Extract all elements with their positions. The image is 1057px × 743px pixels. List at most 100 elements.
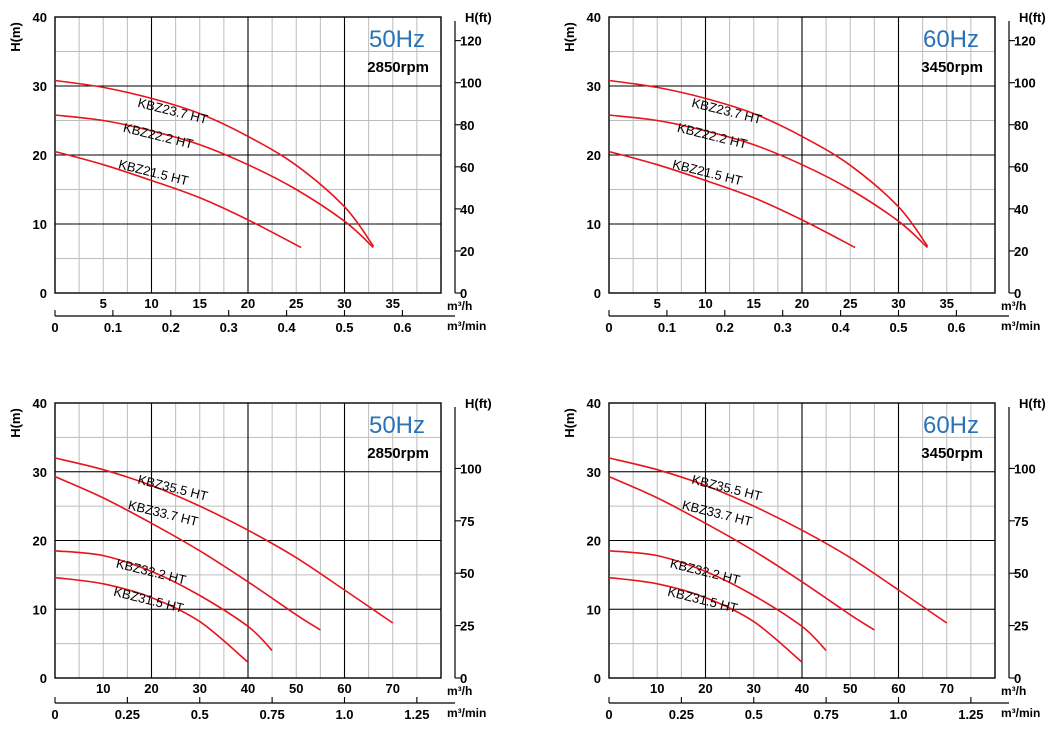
x2-tick-label: 0 — [51, 320, 58, 335]
x-tick-label: 60 — [891, 681, 905, 696]
pump-curve-line — [608, 550, 827, 652]
rpm-label: 2850rpm — [367, 445, 429, 462]
x-tick-label: 30 — [337, 296, 351, 311]
series-label: KBZ23.7 HT — [690, 95, 763, 127]
pump-curve-line — [54, 150, 302, 249]
y2-tick-label: 100 — [460, 76, 482, 91]
pump-curve-line — [608, 475, 875, 631]
y2-tick-label: 100 — [1014, 461, 1036, 476]
y-tick-label: 20 — [587, 534, 601, 549]
y-tick-label: 30 — [587, 465, 601, 480]
x2-tick-label: 0.4 — [278, 320, 297, 335]
y2-tick-label: 0 — [460, 671, 467, 686]
y-tick-label: 40 — [33, 10, 47, 25]
y-axis-label: H(m) — [8, 408, 23, 438]
x-axis-label-flow-m3h: m³/h — [447, 684, 472, 698]
y-tick-label: 20 — [587, 148, 601, 163]
x-tick-label: 70 — [940, 681, 954, 696]
x-axis-label-flow-m3min: m³/min — [1001, 319, 1040, 333]
pump-curve-line — [608, 79, 929, 247]
series-label: KBZ31.5 HT — [112, 584, 185, 616]
series-label: KBZ21.5 HT — [117, 156, 190, 188]
y-axis-label: H(m) — [562, 22, 577, 52]
plot-frame — [608, 402, 996, 679]
x-tick-label: 35 — [940, 296, 954, 311]
y2-tick-label: 0 — [1014, 286, 1021, 301]
y2-tick-label: 75 — [460, 514, 474, 529]
pump-chart-panel: 0 10 20 30 40 H(m) 0 20 40 60 80 100 120 H(ft) 5 10 15 20… — [562, 10, 1046, 335]
y-tick-label: 30 — [33, 465, 47, 480]
series-label: KBZ35.5 HT — [690, 472, 763, 504]
series-label: KBZ22.2 HT — [676, 120, 749, 152]
pump-curve-line — [608, 457, 948, 624]
plot-frame — [54, 402, 442, 679]
y2-axis-label: H(ft) — [1019, 396, 1046, 411]
x2-tick-label: 0.6 — [393, 320, 411, 335]
pump-chart-panel: 0 10 20 30 40 H(m) 0 25 50 75 100 H(ft) 10 20 30 40 50 60… — [8, 396, 492, 722]
x-tick-label: 15 — [747, 296, 761, 311]
y2-tick-label: 50 — [460, 566, 474, 581]
x2-tick-label: 0.5 — [745, 707, 763, 722]
x-tick-label: 20 — [144, 681, 158, 696]
x-tick-label: 10 — [144, 296, 158, 311]
x-tick-label: 70 — [386, 681, 400, 696]
x-tick-label: 5 — [100, 296, 107, 311]
x-axis-label-flow-m3h: m³/h — [1001, 684, 1026, 698]
y-axis-label: H(m) — [8, 22, 23, 52]
y2-tick-label: 40 — [460, 202, 474, 217]
x-axis-label-flow-m3min: m³/min — [1001, 706, 1040, 720]
y2-tick-label: 20 — [460, 244, 474, 259]
pump-curve-line — [608, 114, 929, 249]
x2-tick-label: 0.75 — [813, 707, 838, 722]
x-tick-label: 15 — [193, 296, 207, 311]
rpm-label: 3450rpm — [921, 445, 983, 462]
y-tick-label: 40 — [587, 396, 601, 411]
frequency-label: 50Hz — [369, 26, 425, 53]
y-tick-label: 10 — [33, 602, 47, 617]
series-label: KBZ35.5 HT — [136, 472, 209, 504]
y2-tick-label: 25 — [460, 619, 474, 634]
y2-tick-label: 120 — [1014, 34, 1036, 49]
series-label: KBZ23.7 HT — [136, 95, 209, 127]
y2-axis-label: H(ft) — [1019, 10, 1046, 25]
x2-tick-label: 0.1 — [104, 320, 122, 335]
y2-tick-label: 50 — [1014, 566, 1028, 581]
y2-tick-label: 80 — [1014, 118, 1028, 133]
pump-curve-line — [54, 550, 273, 652]
y-tick-label: 20 — [33, 148, 47, 163]
frequency-label: 60Hz — [923, 26, 979, 53]
y-tick-label: 0 — [40, 286, 47, 301]
x2-tick-label: 1.0 — [335, 707, 353, 722]
x2-tick-label: 1.0 — [889, 707, 907, 722]
x-tick-label: 30 — [193, 681, 207, 696]
x2-tick-label: 0.3 — [220, 320, 238, 335]
y2-tick-label: 120 — [460, 34, 482, 49]
x-tick-label: 20 — [698, 681, 712, 696]
x-tick-label: 30 — [747, 681, 761, 696]
x2-tick-label: 0.3 — [774, 320, 792, 335]
x-axis-label-flow-m3h: m³/h — [447, 299, 472, 313]
x-tick-label: 25 — [289, 296, 303, 311]
y-tick-label: 10 — [587, 217, 601, 232]
x-axis-label-flow-m3min: m³/min — [447, 706, 486, 720]
y2-axis-label: H(ft) — [465, 396, 492, 411]
x2-tick-label: 0.2 — [162, 320, 180, 335]
x2-tick-label: 0.25 — [669, 707, 694, 722]
pump-curve-line — [54, 457, 394, 624]
series-label: KBZ22.2 HT — [122, 120, 195, 152]
x-tick-label: 5 — [654, 296, 661, 311]
series-label: KBZ33.7 HT — [127, 497, 200, 529]
y-tick-label: 0 — [594, 671, 601, 686]
pump-curve-line — [54, 114, 374, 249]
y2-tick-label: 100 — [1014, 76, 1036, 91]
pump-chart-panel: 0 10 20 30 40 H(m) 0 25 50 75 100 H(ft) 10 20 30 40 50 60… — [562, 396, 1046, 722]
x-tick-label: 50 — [843, 681, 857, 696]
series-label: KBZ33.7 HT — [681, 497, 754, 529]
plot-frame — [608, 16, 996, 294]
x2-tick-label: 0.5 — [335, 320, 353, 335]
rpm-label: 2850rpm — [367, 59, 429, 76]
x-tick-label: 20 — [241, 296, 255, 311]
x2-tick-label: 1.25 — [958, 707, 983, 722]
y2-tick-label: 25 — [1014, 619, 1028, 634]
